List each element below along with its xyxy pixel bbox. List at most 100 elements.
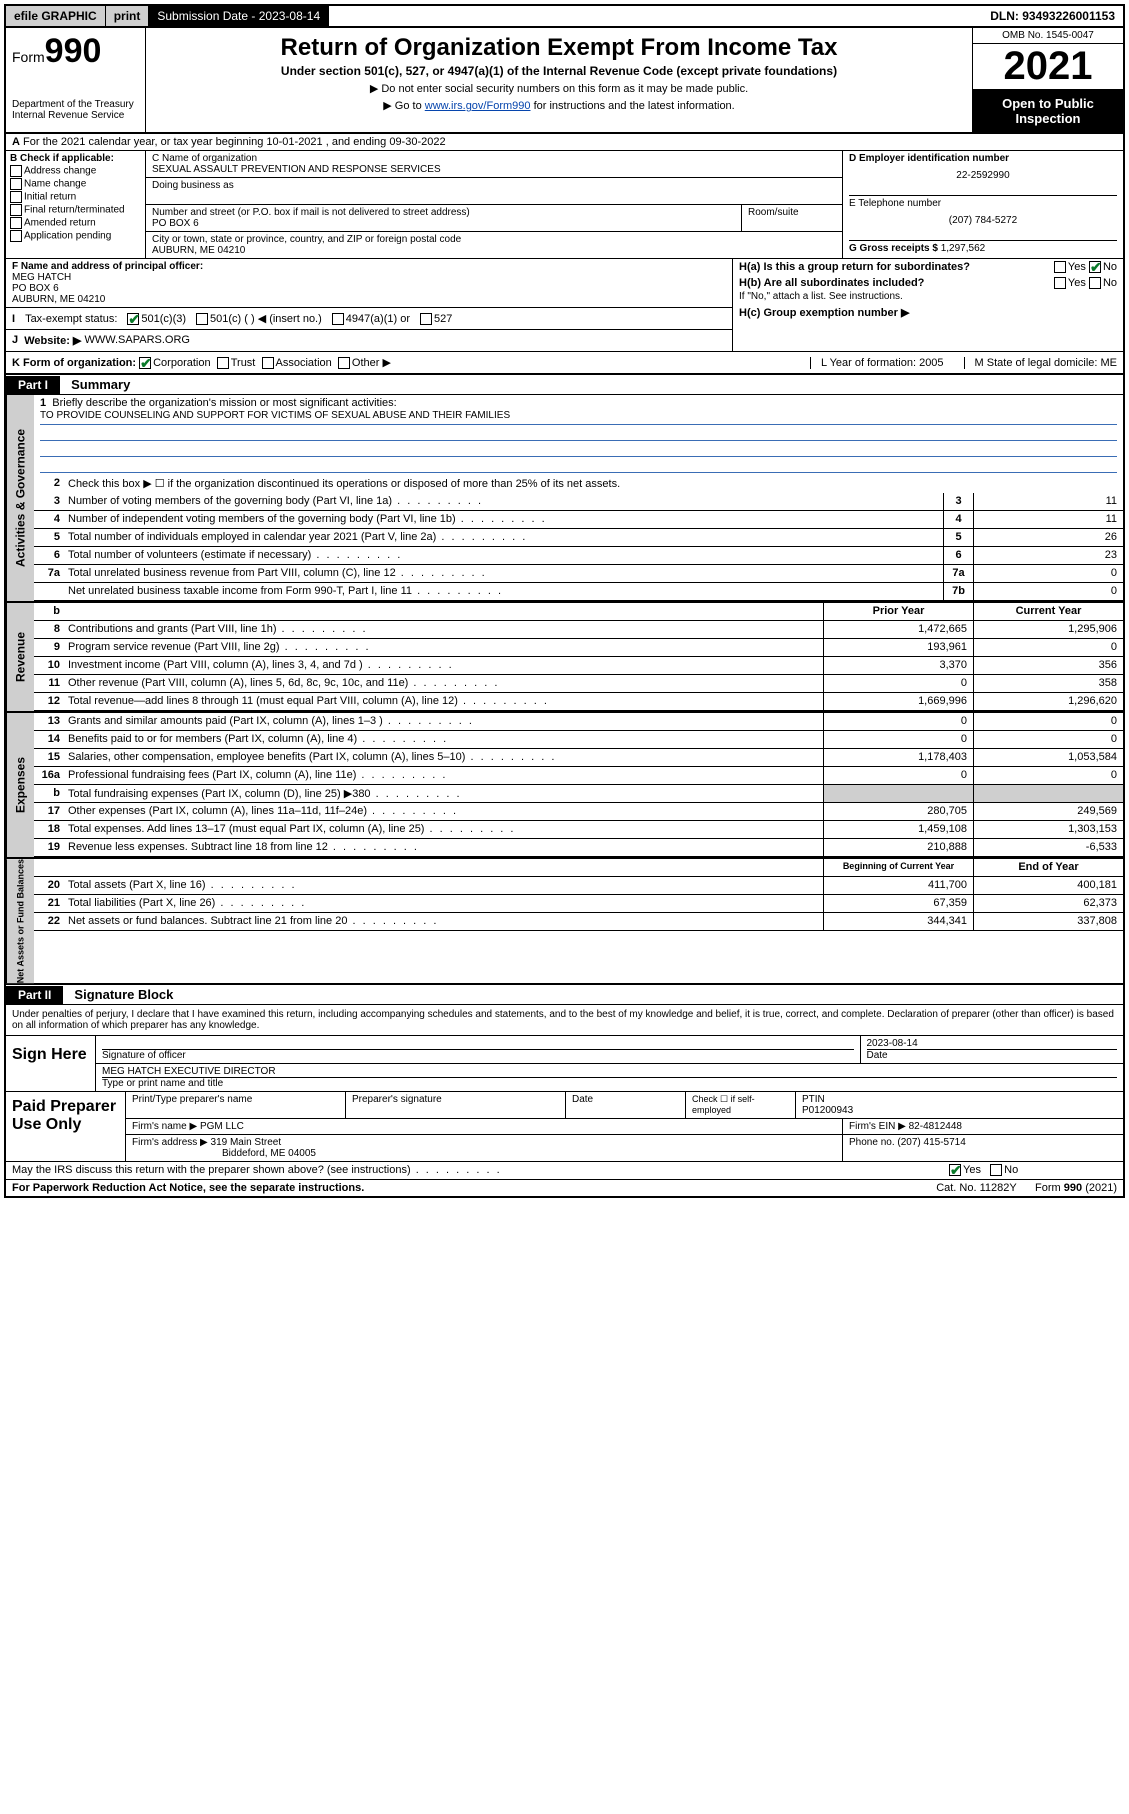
gross-label: G Gross receipts $ [849, 243, 938, 254]
summary-line: 22Net assets or fund balances. Subtract … [34, 913, 1123, 931]
vtab-exp: Expenses [6, 713, 34, 857]
chk-4947[interactable]: 4947(a)(1) or [332, 313, 410, 325]
header-right: OMB No. 1545-0047 2021 Open to Public In… [973, 28, 1123, 132]
summary-line: 12Total revenue—add lines 8 through 11 (… [34, 693, 1123, 711]
self-employed-chk[interactable]: Check ☐ if self-employed [686, 1092, 796, 1118]
gross-value: 1,297,562 [941, 243, 986, 254]
chk-association[interactable]: Association [262, 357, 332, 369]
cat-no: Cat. No. 11282Y [936, 1182, 1017, 1194]
firm-phone-value: (207) 415-5714 [897, 1137, 965, 1148]
mission-block: 1 Briefly describe the organization's mi… [34, 395, 1123, 475]
state-domicile: M State of legal domicile: ME [964, 357, 1117, 369]
print-button[interactable]: print [106, 6, 150, 26]
chk-application-pending[interactable]: Application pending [10, 230, 141, 242]
note-link-post: for instructions and the latest informat… [531, 100, 735, 112]
ptin-cell: PTINP01200943 [796, 1092, 1123, 1118]
summary-line: 17Other expenses (Part IX, column (A), l… [34, 803, 1123, 821]
discuss-text: May the IRS discuss this return with the… [6, 1162, 943, 1179]
net-section: Net Assets or Fund Balances Beginning of… [6, 857, 1123, 983]
website-label: Website: ▶ [24, 334, 81, 347]
note-link-pre: ▶ Go to [383, 100, 424, 112]
mission-blank3 [40, 457, 1117, 473]
discuss-no[interactable] [990, 1164, 1002, 1176]
summary-line: 10Investment income (Part VIII, column (… [34, 657, 1123, 675]
form-ref: Form 990 (2021) [1035, 1182, 1117, 1194]
ha-no[interactable] [1089, 261, 1101, 273]
addr-value: PO BOX 6 [152, 218, 199, 229]
firm-addr-cell: Firm's address ▶ 319 Main StreetBiddefor… [126, 1135, 843, 1161]
chk-amended-return[interactable]: Amended return [10, 217, 141, 229]
vtab-gov: Activities & Governance [6, 395, 34, 601]
topbar: efile GRAPHIC print Submission Date - 20… [6, 6, 1123, 28]
summary-line: 11Other revenue (Part VIII, column (A), … [34, 675, 1123, 693]
chk-address-change[interactable]: Address change [10, 165, 141, 177]
discuss-yes[interactable] [949, 1164, 961, 1176]
efile-label: efile GRAPHIC [6, 6, 106, 26]
hc-label: H(c) Group exemption number ▶ [739, 307, 909, 319]
q2-text: Check this box ▶ ☐ if the organization d… [64, 475, 1123, 493]
summary-line: 7aTotal unrelated business revenue from … [34, 565, 1123, 583]
chk-501c[interactable]: 501(c) ( ) ◀ (insert no.) [196, 312, 322, 325]
summary-line: 5Total number of individuals employed in… [34, 529, 1123, 547]
chk-527[interactable]: 527 [420, 313, 452, 325]
ha-label: H(a) Is this a group return for subordin… [739, 261, 970, 273]
firm-addr2: Biddeford, ME 04005 [222, 1148, 316, 1159]
row-i: ITax-exempt status: 501(c)(3) 501(c) ( )… [6, 308, 732, 330]
hb-no[interactable] [1089, 277, 1101, 289]
chk-final-return[interactable]: Final return/terminated [10, 204, 141, 216]
firm-phone-label: Phone no. [849, 1137, 895, 1148]
row-k: K Form of organization: Corporation Trus… [6, 352, 1123, 375]
dba-label: Doing business as [152, 180, 234, 191]
submission-date: Submission Date - 2023-08-14 [149, 6, 329, 26]
dba-row: Doing business as [146, 178, 842, 205]
chk-other[interactable]: Other ▶ [338, 356, 391, 369]
hb-label: H(b) Are all subordinates included? [739, 277, 924, 289]
name-title-value: MEG HATCH EXECUTIVE DIRECTOR [102, 1066, 276, 1077]
vtab-net: Net Assets or Fund Balances [6, 859, 34, 983]
preparer-sig-hdr: Preparer's signature [346, 1092, 566, 1118]
tax-year: 2021 [973, 44, 1123, 90]
hb-yes[interactable] [1054, 277, 1066, 289]
mission-text: TO PROVIDE COUNSELING AND SUPPORT FOR VI… [40, 409, 1117, 425]
summary-line: 18Total expenses. Add lines 13–17 (must … [34, 821, 1123, 839]
row-j: J Website: ▶ WWW.SAPARS.ORG [6, 330, 732, 351]
q1-label: Briefly describe the organization's miss… [52, 397, 396, 409]
org-name-row: C Name of organization SEXUAL ASSAULT PR… [146, 151, 842, 178]
chk-name-change[interactable]: Name change [10, 178, 141, 190]
mission-blank1 [40, 425, 1117, 441]
exp-section: Expenses 13Grants and similar amounts pa… [6, 711, 1123, 857]
sig-date-value: 2023-08-14 [867, 1038, 918, 1049]
firm-addr1: 319 Main Street [211, 1137, 282, 1148]
form-org-label: K Form of organization: [12, 357, 136, 369]
form-container: efile GRAPHIC print Submission Date - 20… [4, 4, 1125, 1198]
summary-line: 20Total assets (Part X, line 16)411,7004… [34, 877, 1123, 895]
header-center: Return of Organization Exempt From Incom… [146, 28, 973, 132]
hb-note: If "No," attach a list. See instructions… [739, 291, 1117, 302]
irs-link[interactable]: www.irs.gov/Form990 [425, 100, 531, 112]
ein-label: D Employer identification number [849, 153, 1009, 164]
ha-yes[interactable] [1054, 261, 1066, 273]
name-title-cell: MEG HATCH EXECUTIVE DIRECTOR Type or pri… [96, 1064, 1123, 1091]
summary-line: 16aProfessional fundraising fees (Part I… [34, 767, 1123, 785]
irs-label: Internal Revenue Service [12, 110, 139, 121]
chk-501c3[interactable]: 501(c)(3) [127, 313, 186, 325]
chk-initial-return[interactable]: Initial return [10, 191, 141, 203]
vtab-rev: Revenue [6, 603, 34, 711]
chk-trust[interactable]: Trust [217, 357, 256, 369]
summary-line: 4Number of independent voting members of… [34, 511, 1123, 529]
mission-blank2 [40, 441, 1117, 457]
summary-line: 8Contributions and grants (Part VIII, li… [34, 621, 1123, 639]
firm-phone-cell: Phone no. (207) 415-5714 [843, 1135, 1123, 1161]
summary-line: 15Salaries, other compensation, employee… [34, 749, 1123, 767]
firm-ein-value: 82-4812448 [909, 1121, 962, 1132]
chk-corporation[interactable]: Corporation [139, 357, 210, 369]
public-inspection: Open to Public Inspection [973, 90, 1123, 132]
form-number: 990 [45, 32, 102, 70]
firm-name-label: Firm's name ▶ [132, 1121, 197, 1132]
form-title: Return of Organization Exempt From Incom… [152, 34, 966, 62]
gov-section: Activities & Governance 1 Briefly descri… [6, 395, 1123, 601]
section-bcd: B Check if applicable: Address change Na… [6, 151, 1123, 259]
form-prefix: Form [12, 49, 45, 65]
summary-line: 13Grants and similar amounts paid (Part … [34, 713, 1123, 731]
summary-line: Net unrelated business taxable income fr… [34, 583, 1123, 601]
